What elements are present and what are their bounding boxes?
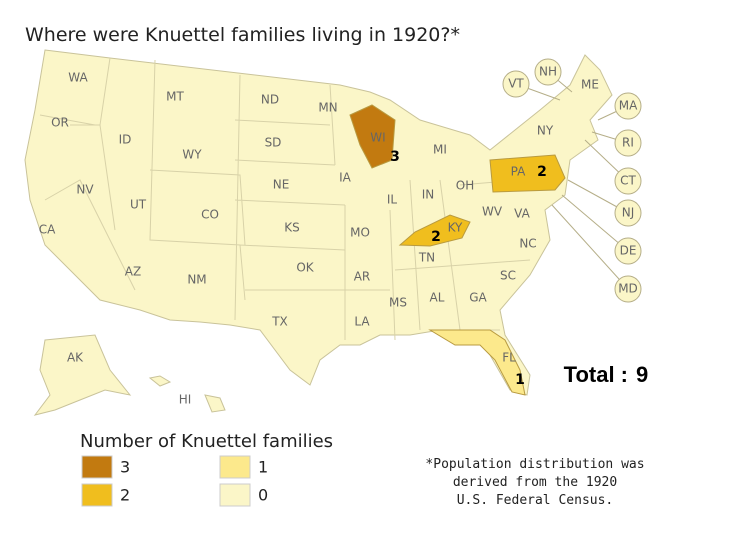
state-label: NM bbox=[187, 273, 206, 287]
state-label: MD bbox=[618, 282, 638, 296]
state-label: WV bbox=[482, 205, 503, 219]
note-line: derived from the 1920 bbox=[453, 475, 617, 490]
state-label: MN bbox=[318, 101, 337, 115]
note: *Population distribution was derived from… bbox=[425, 457, 644, 508]
state-label: AZ bbox=[125, 265, 141, 279]
state-label: MI bbox=[433, 143, 447, 157]
state-label: AL bbox=[430, 291, 445, 305]
state-label: IL bbox=[387, 193, 398, 207]
state-label: CT bbox=[620, 174, 636, 188]
legend-label: 1 bbox=[258, 458, 268, 477]
state-label: WA bbox=[68, 71, 88, 85]
state-fill bbox=[349, 104, 396, 169]
state-label: ND bbox=[261, 93, 279, 107]
state-label: IN bbox=[422, 188, 435, 202]
state-label: MO bbox=[350, 226, 370, 240]
state-label: KY bbox=[448, 221, 463, 235]
state-label: MA bbox=[619, 99, 638, 113]
alaska-outline bbox=[33, 334, 132, 416]
state-label: DE bbox=[620, 244, 637, 258]
state-label: CO bbox=[201, 208, 219, 222]
note-line: *Population distribution was bbox=[425, 457, 644, 472]
legend-label: 0 bbox=[258, 486, 268, 505]
state-label: VA bbox=[514, 207, 530, 221]
state-label: SD bbox=[265, 136, 282, 150]
label-circle bbox=[614, 92, 642, 120]
state-label: NC bbox=[519, 237, 536, 251]
land bbox=[24, 49, 613, 416]
state-label: NE bbox=[273, 178, 290, 192]
state-label: CA bbox=[39, 223, 56, 237]
legend-label: 3 bbox=[120, 458, 130, 477]
state-label: VT bbox=[508, 77, 524, 91]
state-label: AR bbox=[354, 270, 371, 284]
state-label: NV bbox=[76, 183, 94, 197]
state-labels: WA OR CA NV ID MT WY UT CO AZ NM ND SD NE KS OK TX MN IA MO… bbox=[39, 58, 642, 407]
state-label: UT bbox=[130, 198, 147, 212]
label-circle bbox=[614, 237, 642, 265]
legend-swatch bbox=[219, 483, 251, 507]
legend-swatch bbox=[81, 483, 113, 507]
state-label: OK bbox=[296, 261, 314, 275]
note-line: U.S. Federal Census. bbox=[457, 493, 614, 508]
state-borders bbox=[39, 57, 531, 341]
border bbox=[39, 57, 531, 341]
label-circle bbox=[614, 275, 642, 303]
state-label: KS bbox=[284, 221, 300, 235]
legend-swatch bbox=[81, 455, 113, 479]
label-circle bbox=[534, 58, 562, 86]
total-value: 9 bbox=[636, 362, 648, 387]
label-circle bbox=[614, 167, 642, 195]
state-label: NY bbox=[537, 124, 554, 138]
title: Where were Knuettel families living in 1… bbox=[25, 24, 460, 46]
state-label: HI bbox=[179, 393, 192, 407]
state-label: RI bbox=[622, 136, 634, 150]
leader-line bbox=[561, 194, 629, 252]
hawaii-outline bbox=[204, 394, 226, 413]
leader-line bbox=[551, 204, 629, 290]
state-label: PA bbox=[511, 165, 526, 179]
family-count: 3 bbox=[390, 149, 400, 165]
state-label: FL bbox=[502, 351, 516, 365]
state-label: TX bbox=[271, 315, 288, 329]
label-circle bbox=[502, 70, 530, 98]
family-count: 2 bbox=[431, 229, 441, 245]
state-label: OH bbox=[456, 179, 474, 193]
state-fill bbox=[428, 329, 526, 396]
us-outline bbox=[24, 49, 613, 396]
legend-label: 2 bbox=[120, 486, 130, 505]
family-count: 1 bbox=[515, 372, 525, 388]
state-fill bbox=[398, 214, 471, 247]
state-label: IA bbox=[339, 171, 352, 185]
state-label: MT bbox=[166, 90, 184, 104]
legend-swatch bbox=[219, 455, 251, 479]
state-label: NH bbox=[539, 65, 557, 79]
state-label: ME bbox=[581, 78, 599, 92]
state-label: WY bbox=[182, 148, 202, 162]
state-label: ID bbox=[119, 133, 132, 147]
state-label: GA bbox=[469, 291, 487, 305]
state-label: TN bbox=[418, 251, 435, 265]
state-label: LA bbox=[354, 315, 370, 329]
state-fill bbox=[489, 154, 566, 193]
hawaii-outline bbox=[148, 375, 172, 387]
state-label: OR bbox=[51, 116, 69, 130]
state-label: AK bbox=[67, 351, 84, 365]
state-label: WI bbox=[370, 131, 385, 145]
total-label: Total : bbox=[564, 362, 628, 387]
label-circle bbox=[614, 199, 642, 227]
legend: 3 2 1 0 bbox=[81, 455, 268, 507]
state-label: MS bbox=[389, 296, 407, 310]
family-count: 2 bbox=[537, 164, 547, 180]
label-circle bbox=[614, 129, 642, 157]
state-label: NJ bbox=[622, 206, 635, 220]
highlighted-states bbox=[349, 104, 566, 396]
state-label: SC bbox=[500, 269, 516, 283]
legend-title: Number of Knuettel families bbox=[80, 431, 333, 452]
